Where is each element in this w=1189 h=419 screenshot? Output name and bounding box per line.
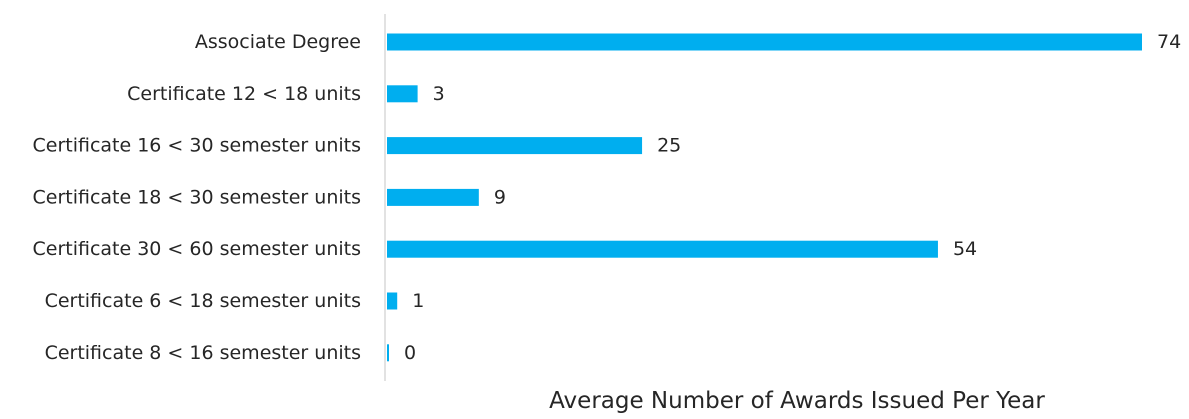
data-label: 9 bbox=[494, 186, 506, 208]
bar bbox=[387, 240, 938, 258]
bar bbox=[387, 344, 389, 362]
category-labels-group: Associate Degree Certificate 12 < 18 unit… bbox=[32, 31, 361, 364]
data-label: 25 bbox=[657, 135, 681, 157]
data-label: 0 bbox=[404, 342, 416, 364]
category-label: Associate Degree bbox=[195, 31, 361, 53]
bar bbox=[387, 188, 479, 206]
category-label: Certificate 16 < 30 semester units bbox=[32, 135, 361, 157]
category-label: Certificate 12 < 18 units bbox=[127, 83, 361, 105]
category-label: Certificate 8 < 16 semester units bbox=[45, 342, 361, 364]
bar bbox=[387, 85, 418, 103]
data-label: 74 bbox=[1157, 31, 1181, 53]
bars-group bbox=[387, 33, 1142, 362]
value-labels-group: 74 3 25 9 54 1 0 bbox=[404, 31, 1181, 364]
bar bbox=[387, 292, 398, 310]
bar bbox=[387, 33, 1142, 51]
data-label: 3 bbox=[433, 83, 445, 105]
category-label: Certificate 18 < 30 semester units bbox=[32, 186, 361, 208]
category-label: Certificate 30 < 60 semester units bbox=[32, 238, 361, 260]
bar bbox=[387, 137, 643, 155]
x-axis-title: Average Number of Awards Issued Per Year bbox=[549, 388, 1045, 414]
category-label: Certificate 6 < 18 semester units bbox=[45, 290, 361, 312]
data-label: 54 bbox=[953, 238, 977, 260]
data-label: 1 bbox=[412, 290, 424, 312]
